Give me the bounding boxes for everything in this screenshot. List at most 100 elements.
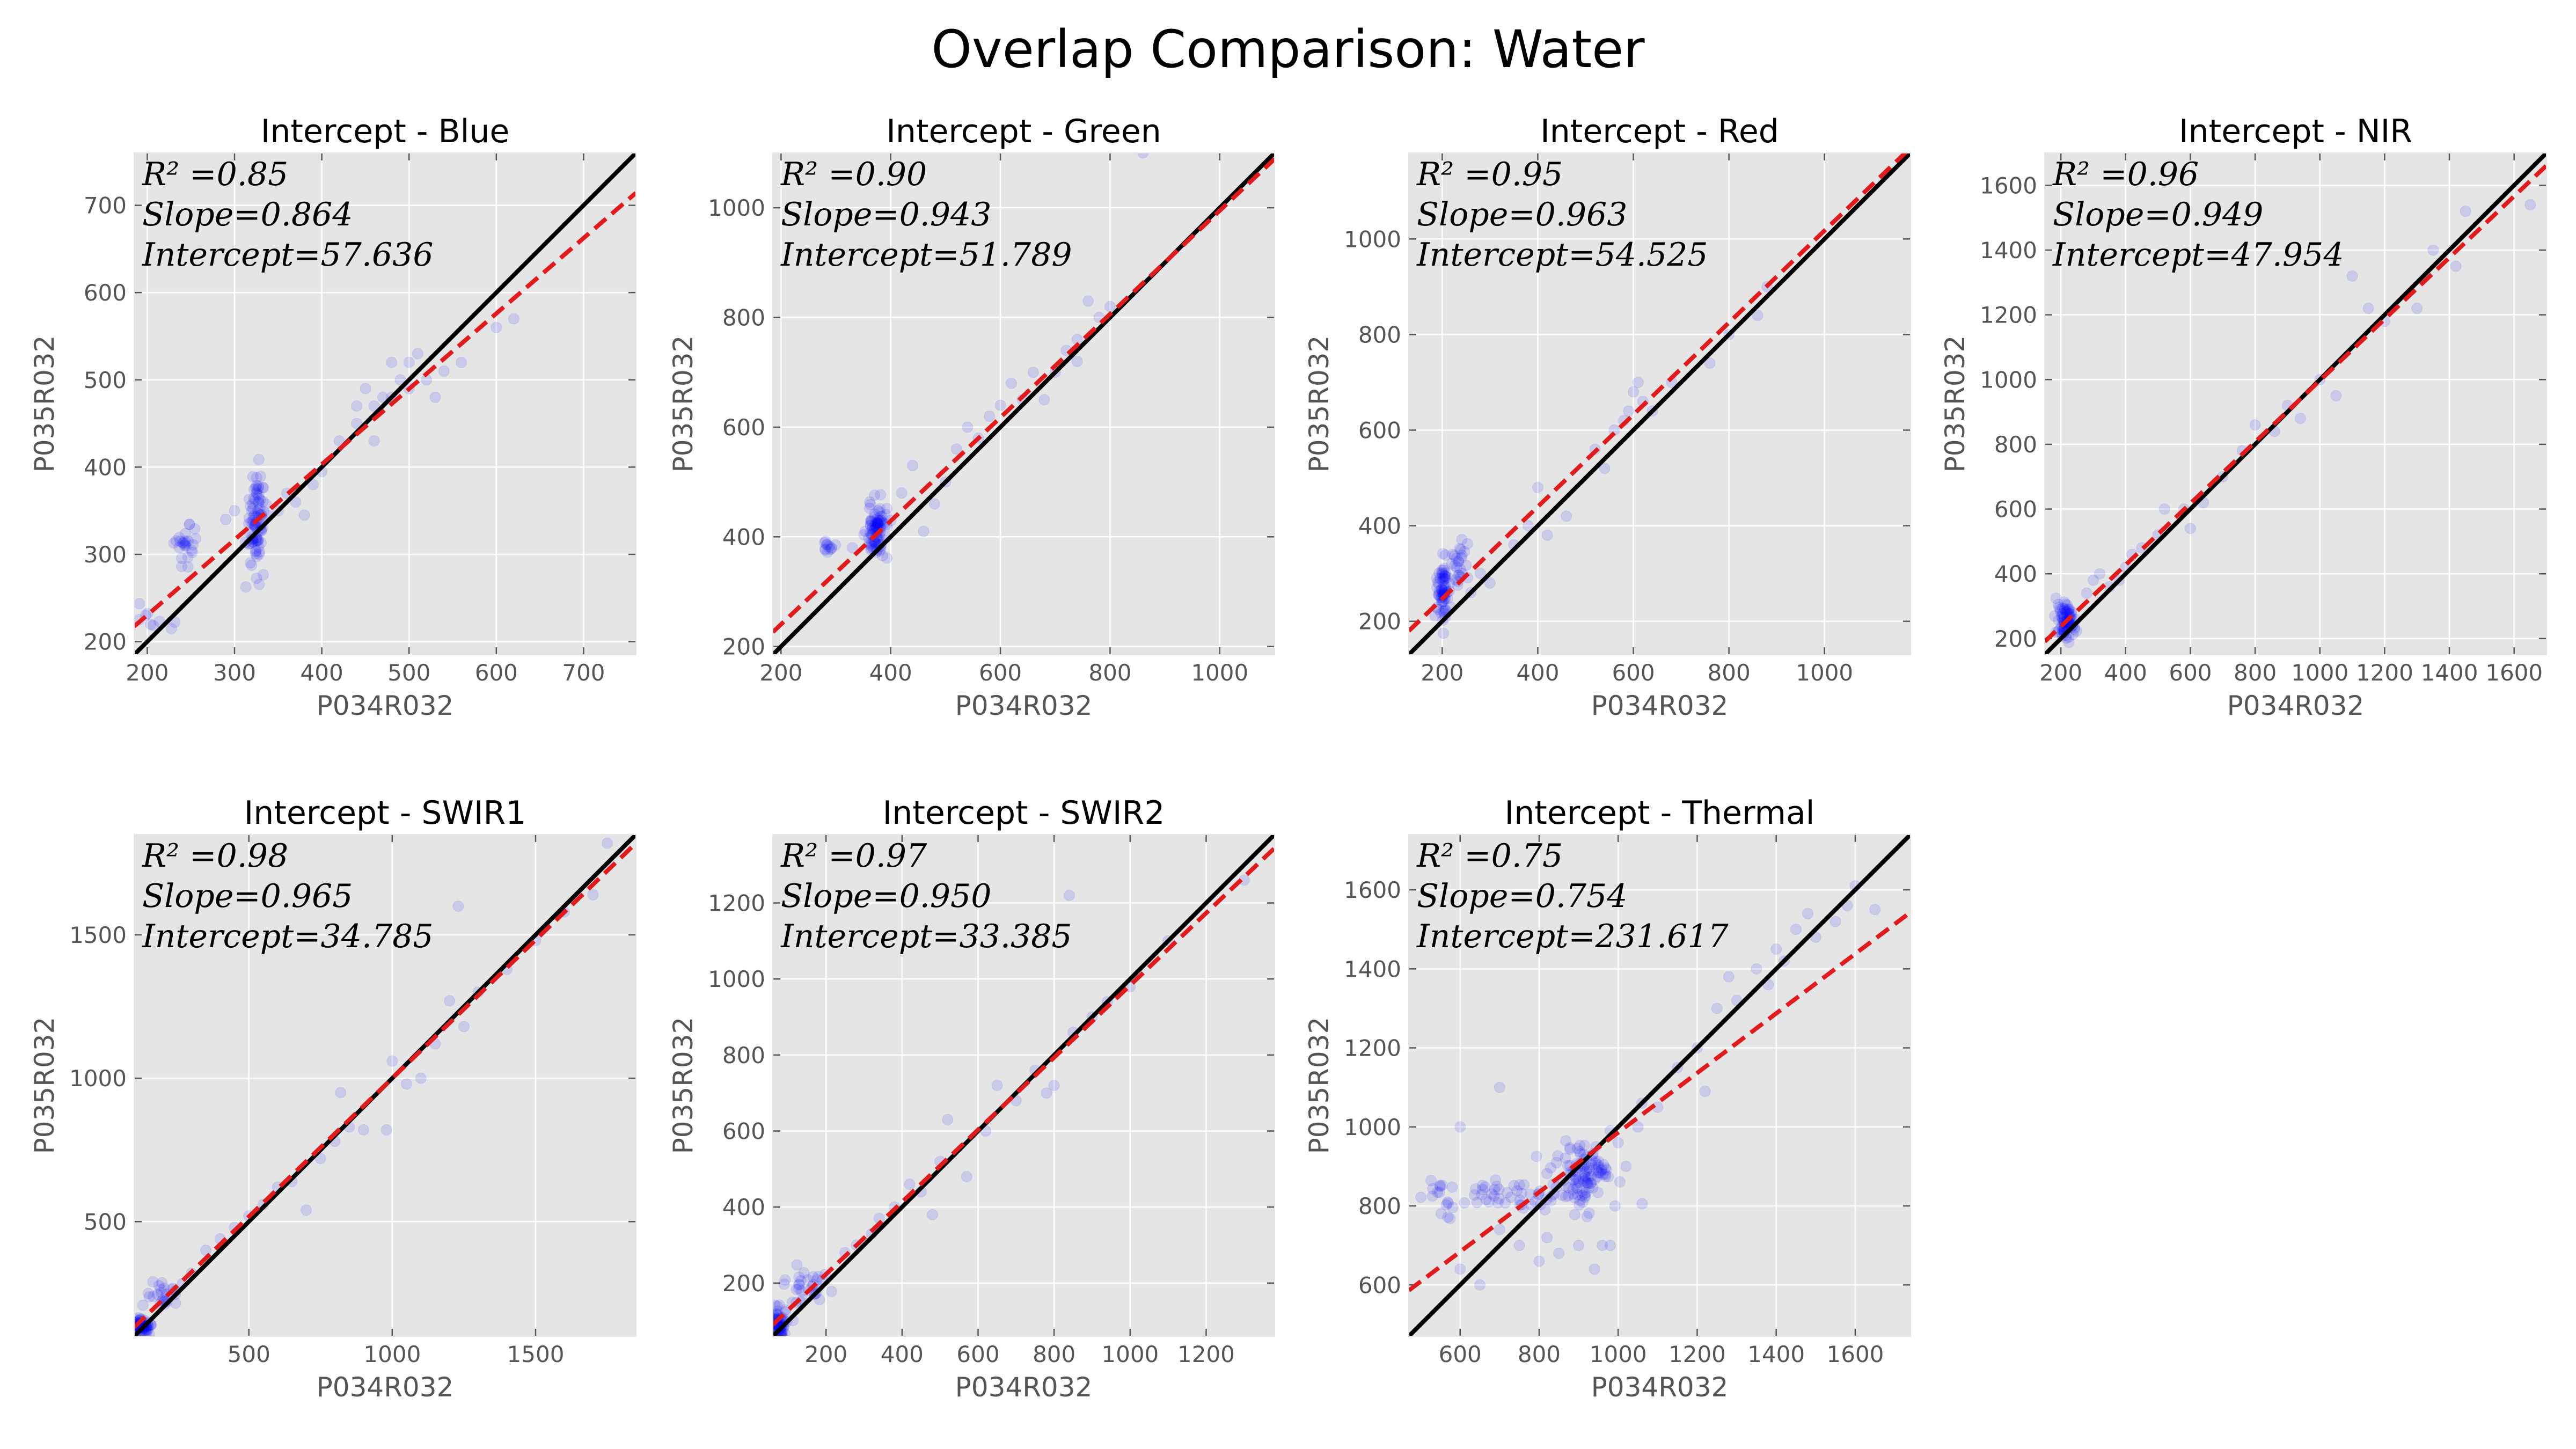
data-point [793, 1279, 805, 1291]
data-point [438, 365, 450, 377]
one-to-one-line [1409, 153, 1911, 655]
data-point [142, 1287, 154, 1299]
data-point [166, 623, 178, 634]
data-point [179, 535, 191, 547]
data-point [1600, 1164, 1612, 1176]
data-point [872, 518, 883, 530]
data-point [249, 494, 261, 506]
x-tick-label: 1200 [1668, 1341, 1726, 1367]
panel-title: Intercept - Thermal [1505, 794, 1815, 832]
panel-3: 200 400 600 800 1000 200 400 600 800 1000 R² =0.95… [1304, 113, 1911, 721]
data-point [137, 1299, 149, 1311]
x-tick-label: 200 [759, 660, 802, 686]
data-point [156, 1277, 168, 1289]
plot-border [1408, 152, 1911, 655]
data-point [1577, 1196, 1589, 1208]
data-point [1484, 577, 1496, 589]
panel-title: Intercept - SWIR2 [883, 794, 1165, 832]
data-point [298, 509, 310, 521]
data-point [250, 545, 262, 557]
data-point [1437, 569, 1448, 581]
data-point [1432, 576, 1444, 588]
data-point [1518, 1179, 1530, 1191]
data-point [180, 540, 192, 552]
data-point [874, 503, 886, 515]
data-point [290, 496, 302, 508]
slope-text: Slope=0.864 [142, 196, 353, 233]
data-point [1568, 1188, 1579, 1200]
data-point [907, 459, 919, 471]
data-point [1583, 1182, 1595, 1194]
x-tick-label: 800 [1518, 1341, 1561, 1367]
data-point [1435, 1208, 1447, 1220]
data-point [2049, 610, 2061, 622]
figure-title: Overlap Comparison: Water [931, 19, 1645, 79]
data-point [1490, 1174, 1502, 1186]
x-tick-label: 400 [2104, 660, 2147, 686]
data-point [1790, 924, 1802, 935]
data-point [415, 1072, 427, 1084]
data-point [1574, 1199, 1585, 1211]
y-tick-label: 200 [722, 634, 765, 660]
data-point [301, 1204, 312, 1216]
data-point [2524, 199, 2536, 211]
data-point [253, 453, 265, 465]
data-point [1545, 1162, 1557, 1174]
data-point [1459, 546, 1470, 558]
y-tick-label: 1600 [1344, 877, 1401, 903]
data-point [1439, 549, 1451, 561]
data-point [182, 551, 194, 563]
data-point [257, 496, 269, 508]
y-tick-label: 300 [84, 541, 127, 568]
regression-line [1409, 153, 1908, 633]
data-point [253, 548, 265, 560]
data-point [1436, 584, 1448, 596]
data-point [179, 539, 191, 551]
x-axis-label: P034R032 [1591, 690, 1729, 721]
data-point [1571, 1182, 1583, 1194]
data-point [2056, 608, 2068, 620]
data-point [173, 541, 185, 553]
data-point [793, 1278, 805, 1290]
data-point [1600, 1170, 1612, 1182]
data-point [1431, 572, 1443, 584]
data-point [881, 552, 893, 564]
data-point [177, 537, 188, 548]
data-point [1511, 1185, 1523, 1197]
y-tick-label: 1600 [1980, 172, 2037, 199]
data-point [155, 1283, 166, 1295]
data-point [777, 1337, 787, 1348]
x-tick-label: 600 [475, 660, 518, 686]
data-point [777, 1331, 788, 1336]
data-point [1578, 1139, 1590, 1151]
data-point [779, 1328, 791, 1336]
y-tick-label: 200 [1358, 609, 1401, 635]
data-point [229, 505, 240, 517]
data-point [143, 1328, 155, 1336]
data-point [1579, 1175, 1591, 1187]
data-point [873, 517, 884, 529]
data-point [795, 1275, 807, 1287]
y-tick-label: 1000 [1344, 1114, 1401, 1140]
slope-text: Slope=0.754 [1417, 877, 1627, 915]
data-point [1560, 1152, 1571, 1164]
x-tick-label: 1400 [1747, 1341, 1805, 1367]
data-point [869, 489, 881, 501]
intercept-text: Intercept=231.617 [1416, 918, 1729, 955]
data-point [1494, 1224, 1505, 1235]
data-point [1614, 1176, 1626, 1188]
data-point [1579, 1171, 1591, 1183]
data-point [1632, 376, 1644, 388]
data-point [1433, 1187, 1445, 1198]
data-point [830, 539, 841, 551]
data-point [875, 515, 887, 526]
data-point [253, 496, 265, 508]
x-tick-label: 500 [387, 660, 430, 686]
data-point [776, 1331, 788, 1336]
data-point [1483, 1196, 1495, 1208]
slope-text: Slope=0.963 [1417, 196, 1627, 233]
y-tick-label: 600 [722, 1118, 765, 1145]
data-point [807, 1271, 819, 1283]
data-point [1436, 1180, 1448, 1191]
data-point [873, 515, 884, 526]
